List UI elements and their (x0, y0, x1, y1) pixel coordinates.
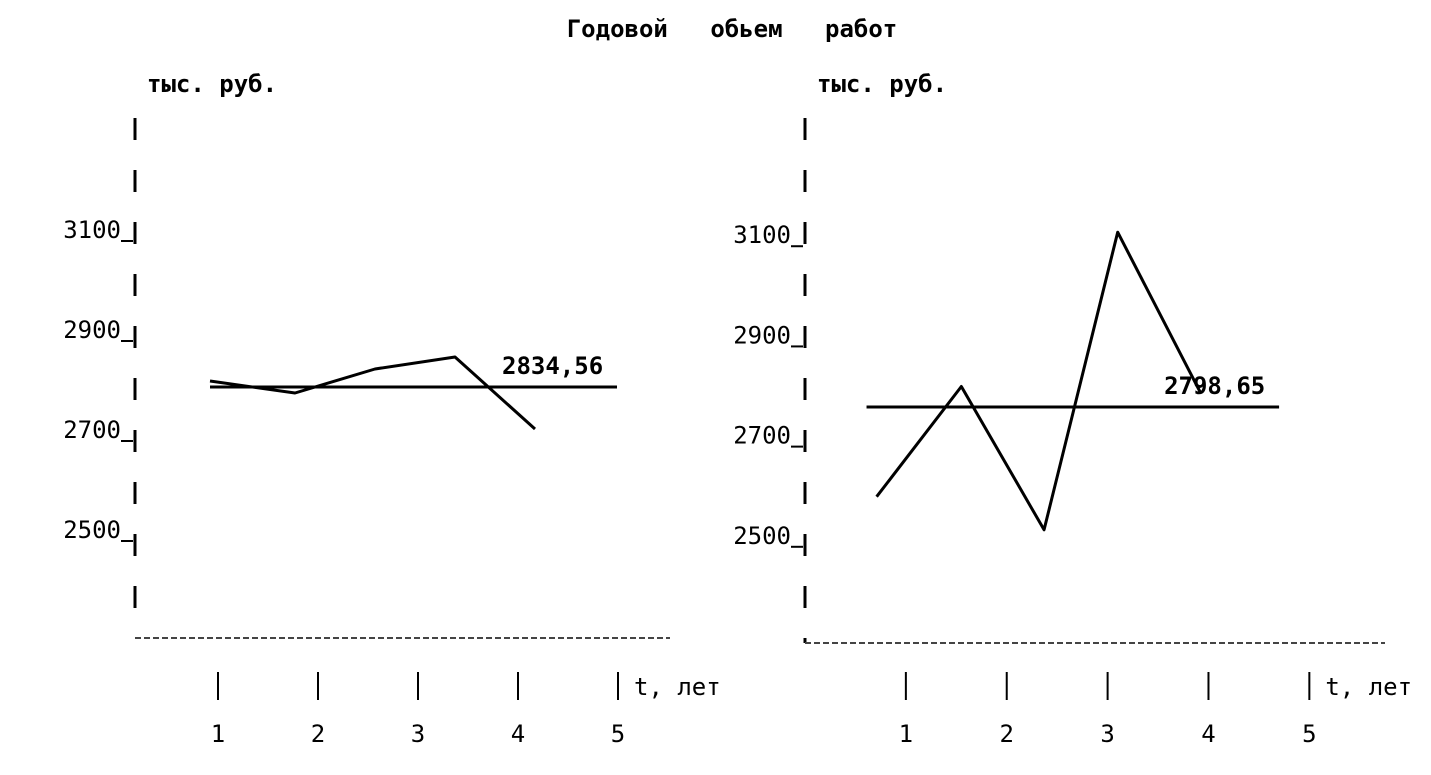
x-axis-label: t, лет (634, 673, 721, 701)
x-axis-label: t, лет (1325, 673, 1412, 701)
x-tick-label: 3 (411, 720, 425, 748)
x-tick-label: 2 (311, 720, 325, 748)
x-tick-label: 1 (211, 720, 225, 748)
mean-label: 2798,65 (1164, 372, 1265, 400)
x-tick-label: 4 (1201, 720, 1215, 748)
y-tick-label: 2500 (733, 522, 791, 550)
x-tick-label: 5 (611, 720, 625, 748)
y-axis-label: тыс. руб. (817, 70, 947, 98)
y-tick-label: 2900 (733, 321, 791, 349)
y-tick-label: 2700 (733, 422, 791, 450)
x-tick-label: 3 (1100, 720, 1114, 748)
y-tick-label: 3100 (63, 216, 121, 244)
mean-label: 2834,56 (502, 352, 603, 380)
y-axis-label: тыс. руб. (147, 70, 277, 98)
x-tick-label: 2 (1000, 720, 1014, 748)
data-line (209, 355, 537, 431)
chart-title: Годовой обьем работ (567, 15, 898, 43)
y-tick-label: 3100 (733, 221, 791, 249)
x-tick-label: 5 (1302, 720, 1316, 748)
y-tick-label: 2700 (63, 416, 121, 444)
x-tick-label: 4 (511, 720, 525, 748)
y-tick-label: 2500 (63, 516, 121, 544)
y-tick-label: 2900 (63, 316, 121, 344)
x-tick-label: 1 (899, 720, 913, 748)
data-line (875, 230, 1202, 532)
